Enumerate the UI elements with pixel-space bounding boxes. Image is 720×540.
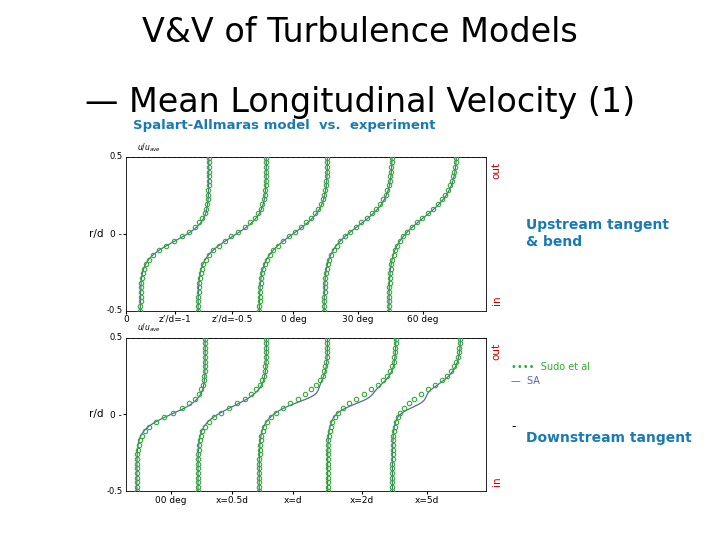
Text: -0.5: -0.5 xyxy=(107,306,122,315)
Text: Upstream tangent
& bend: Upstream tangent & bend xyxy=(526,219,669,248)
Text: out: out xyxy=(492,162,502,179)
Text: Downstream tangent: Downstream tangent xyxy=(526,430,691,444)
Text: in: in xyxy=(492,476,502,486)
Text: Spalart-Allmaras model  vs.  experiment: Spalart-Allmaras model vs. experiment xyxy=(133,119,436,132)
Text: $u/u_{ave}$: $u/u_{ave}$ xyxy=(137,322,161,334)
Y-axis label: r/d: r/d xyxy=(89,228,103,239)
Text: -0.5: -0.5 xyxy=(107,487,122,496)
Y-axis label: r/d: r/d xyxy=(89,409,103,420)
Text: V&V of Turbulence Models: V&V of Turbulence Models xyxy=(142,16,578,49)
Text: 0.5: 0.5 xyxy=(109,333,122,342)
Text: in: in xyxy=(492,295,502,305)
Text: out: out xyxy=(492,343,502,360)
Text: ••••  Sudo et al: •••• Sudo et al xyxy=(511,362,590,372)
Text: — Mean Longitudinal Velocity (1): — Mean Longitudinal Velocity (1) xyxy=(85,86,635,119)
Text: -: - xyxy=(511,420,516,433)
Text: —  SA: — SA xyxy=(511,376,540,386)
Text: $u/u_{ave}$: $u/u_{ave}$ xyxy=(137,141,161,153)
Text: 0.5: 0.5 xyxy=(109,152,122,161)
